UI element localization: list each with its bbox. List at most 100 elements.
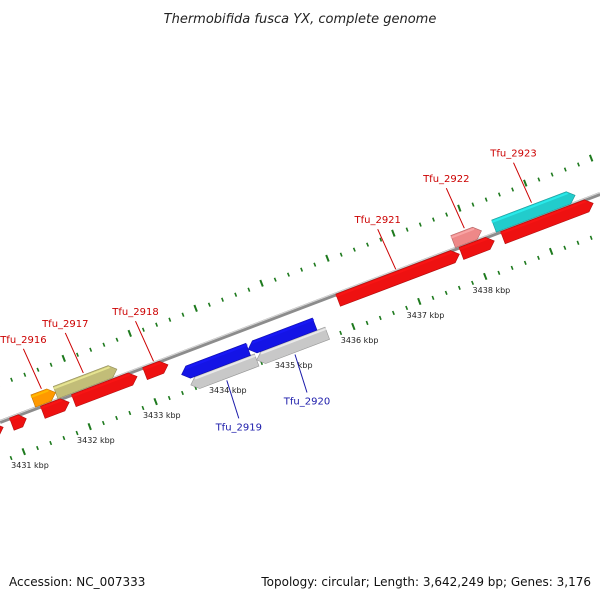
outer-tick-minor — [115, 337, 119, 342]
gene-label[interactable]: Tfu_2919 — [215, 422, 262, 433]
inner-tick-minor — [497, 270, 501, 275]
gene-label[interactable]: Tfu_2920 — [283, 397, 330, 408]
scale-label: 3431 kbp — [11, 461, 49, 470]
outer-tick-minor — [141, 327, 145, 332]
outer-tick-minor — [286, 272, 290, 277]
outer-tick-minor — [300, 267, 304, 272]
gene-highlight — [53, 366, 110, 390]
outer-tick-minor — [102, 342, 106, 347]
gene-highlight — [260, 328, 327, 355]
gene-red-forward[interactable] — [0, 424, 4, 444]
outer-tick-minor — [155, 322, 159, 327]
gene-red-forward[interactable] — [40, 398, 70, 419]
outer-tick-minor — [221, 297, 224, 302]
inner-tick-minor — [101, 420, 105, 426]
outer-tick-minor — [36, 367, 40, 372]
scale-label: 3435 kbp — [275, 361, 313, 370]
inner-tick-minor — [576, 240, 580, 245]
gene-orange-forward[interactable] — [30, 388, 57, 408]
gene-highlight — [142, 362, 161, 371]
outer-tick-major — [193, 304, 198, 312]
outer-tick-major — [325, 254, 330, 262]
gene-blue-reverse[interactable] — [181, 342, 251, 379]
inner-tick-minor — [537, 255, 540, 260]
inner-tick-minor — [339, 330, 343, 336]
outer-tick-minor — [445, 212, 449, 217]
scale-label: 3432 kbp — [77, 436, 115, 445]
gene-highlight — [252, 318, 315, 344]
inner-tick-major — [351, 322, 356, 331]
outer-tick-minor — [511, 187, 515, 192]
inner-tick-minor — [563, 245, 567, 250]
inner-tick-major — [548, 247, 554, 256]
inner-tick-minor — [589, 235, 593, 240]
gene-blue-reverse[interactable] — [247, 317, 318, 354]
outer-tick-major — [588, 154, 594, 162]
gene-highlight — [450, 228, 475, 239]
genome-summary-text: Topology: circular; Length: 3,642,249 bp… — [260, 575, 591, 589]
inner-tick-minor — [36, 445, 39, 451]
outer-tick-minor — [537, 177, 541, 182]
gene-pink-forward[interactable] — [450, 226, 482, 248]
gene-callouts: Tfu_2919 Tfu_2920 Tfu_2918 Tfu_2921 Tfu_2917… — [0, 149, 537, 434]
gene-label[interactable]: Tfu_2918 — [111, 307, 158, 318]
inner-tick-minor — [457, 285, 461, 290]
outer-tick-minor — [405, 227, 409, 232]
inner-tick-minor — [365, 320, 369, 326]
inner-tick-minor — [49, 440, 53, 446]
accession-text: Accession: NC_007333 — [9, 575, 145, 589]
outer-tick-major — [523, 179, 528, 187]
gene-highlight — [71, 373, 130, 398]
gene-olive-forward[interactable] — [52, 365, 118, 399]
inner-tick-minor — [431, 295, 435, 300]
scale-label: 3434 kbp — [209, 386, 247, 395]
outer-tick-major — [127, 329, 132, 337]
outer-tick-major — [61, 354, 66, 362]
outer-tick-minor — [432, 217, 435, 222]
inner-tick-minor — [523, 260, 527, 265]
inner-tick-minor — [75, 430, 79, 436]
gene-label[interactable]: Tfu_2923 — [489, 149, 536, 160]
outer-tick-minor — [418, 222, 422, 227]
gene-label[interactable]: Tfu_2921 — [353, 215, 400, 226]
gene-callout-line — [513, 162, 532, 203]
gene-highlight — [9, 415, 20, 421]
inner-tick-minor — [405, 305, 409, 311]
inner-tick-major — [87, 422, 92, 431]
outer-tick-minor — [484, 197, 488, 202]
gene-red-forward[interactable] — [142, 360, 169, 380]
gene-highlight — [194, 354, 257, 380]
gene-callout-line — [135, 320, 154, 362]
scale-label: 3436 kbp — [341, 336, 379, 345]
gene-label[interactable]: Tfu_2916 — [0, 335, 47, 346]
gene-callout-line — [377, 228, 397, 270]
gene-callout-line — [64, 332, 84, 374]
inner-tick-major — [417, 297, 422, 306]
inner-tick-minor — [181, 390, 184, 396]
gene-callout-line — [294, 354, 308, 393]
gene-callout-line — [226, 380, 240, 419]
inner-tick-major — [153, 397, 158, 406]
outer-tick-minor — [76, 352, 79, 357]
gene-red-forward[interactable] — [71, 372, 138, 407]
gene-red-forward[interactable] — [458, 236, 495, 260]
gene-red-forward[interactable] — [335, 250, 460, 307]
outer-tick-minor — [339, 252, 343, 257]
gene-label[interactable]: Tfu_2917 — [41, 319, 88, 330]
inner-tick-minor — [444, 290, 448, 295]
inner-tick-minor — [167, 395, 171, 401]
gene-highlight — [491, 192, 568, 223]
outer-tick-minor — [379, 237, 383, 242]
gene-label[interactable]: Tfu_2922 — [422, 174, 469, 185]
scale-labels: 3431 kbp 3432 kbp 3433 kbp 3434 kbp 3435 kbp… — [11, 286, 510, 470]
scale-label: 3433 kbp — [143, 411, 181, 420]
gene-highlight — [30, 389, 49, 398]
outer-tick-major — [259, 279, 264, 287]
gene-red-forward[interactable] — [500, 199, 594, 245]
inner-tick-minor — [378, 315, 382, 321]
gene-features — [0, 191, 594, 444]
gene-cyan-forward[interactable] — [491, 191, 576, 233]
gene-highlight — [500, 200, 587, 235]
outer-tick-minor — [563, 167, 567, 172]
